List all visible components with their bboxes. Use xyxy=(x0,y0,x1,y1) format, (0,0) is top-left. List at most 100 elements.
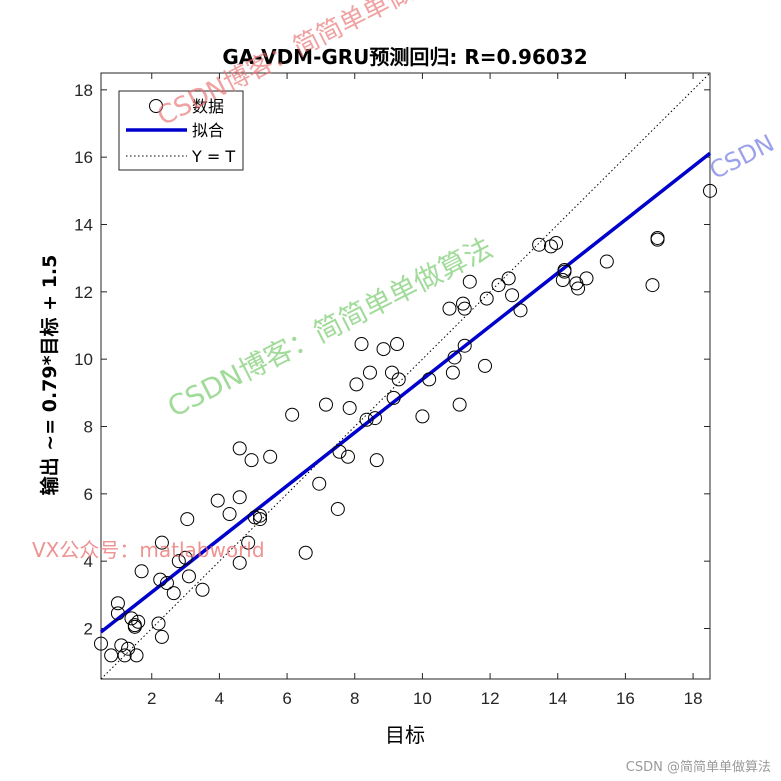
y-tick-label: 6 xyxy=(84,485,93,504)
data-point xyxy=(571,281,586,296)
data-point xyxy=(452,397,467,412)
data-point xyxy=(104,648,119,663)
data-point xyxy=(478,358,493,373)
data-point xyxy=(127,619,142,634)
data-point xyxy=(391,372,406,387)
legend-label: Y = T xyxy=(191,147,235,166)
lines-group xyxy=(99,72,712,680)
data-point xyxy=(129,648,144,663)
data-point xyxy=(415,409,430,424)
data-point xyxy=(263,449,278,464)
data-point xyxy=(195,582,210,597)
data-point xyxy=(151,616,166,631)
data-point xyxy=(178,550,193,565)
data-point xyxy=(650,230,665,245)
x-tick-label: 8 xyxy=(350,689,359,708)
x-tick-label: 14 xyxy=(548,689,567,708)
data-point xyxy=(354,337,369,352)
data-point xyxy=(579,271,594,286)
data-point xyxy=(253,512,268,527)
data-point xyxy=(117,648,132,663)
x-tick-label: 6 xyxy=(282,689,291,708)
data-point xyxy=(330,501,345,516)
data-point xyxy=(134,564,149,579)
data-point xyxy=(549,236,564,251)
legend-marker-data xyxy=(149,99,163,113)
data-point xyxy=(384,365,399,380)
legend-label: 数据 xyxy=(192,97,224,116)
data-point xyxy=(342,400,357,415)
x-tick-label: 16 xyxy=(616,689,635,708)
data-point xyxy=(110,606,125,621)
x-tick-label: 2 xyxy=(147,689,156,708)
y-tick-label: 10 xyxy=(74,350,93,369)
data-point xyxy=(232,555,247,570)
data-point xyxy=(368,411,383,426)
data-point xyxy=(445,365,460,380)
data-point xyxy=(241,535,256,550)
data-point xyxy=(369,453,384,468)
data-point xyxy=(285,407,300,422)
data-point xyxy=(505,288,520,303)
data-point xyxy=(479,291,494,306)
data-points-group xyxy=(94,183,717,663)
footer-credit: CSDN @简简单单做算法 xyxy=(625,760,771,775)
x-tick-label: 4 xyxy=(215,689,224,708)
data-point xyxy=(349,377,364,392)
data-point xyxy=(131,614,146,629)
data-point xyxy=(180,512,195,527)
data-point xyxy=(390,337,405,352)
legend-label: 拟合 xyxy=(192,121,224,140)
data-point xyxy=(457,338,472,353)
fit-line xyxy=(99,151,712,634)
data-point xyxy=(114,638,129,653)
data-point xyxy=(312,476,327,491)
data-point xyxy=(318,397,333,412)
data-point xyxy=(222,507,237,522)
data-point xyxy=(532,237,547,252)
data-point xyxy=(332,444,347,459)
x-tick-label: 10 xyxy=(413,689,432,708)
chart-title: GA-VDM-GRU预测回归: R=0.96032 xyxy=(222,45,587,69)
data-point xyxy=(153,572,168,587)
data-point xyxy=(232,490,247,505)
data-point xyxy=(154,535,169,550)
data-point xyxy=(154,629,169,644)
data-point xyxy=(362,365,377,380)
data-point xyxy=(94,636,108,651)
data-point xyxy=(359,412,374,427)
data-point xyxy=(253,508,268,523)
y-tick-label: 8 xyxy=(84,418,93,437)
data-point xyxy=(645,278,660,293)
x-axis-label: 目标 xyxy=(385,723,425,747)
data-point xyxy=(557,264,572,279)
data-point xyxy=(543,239,558,254)
data-point xyxy=(159,576,174,591)
data-point xyxy=(171,554,186,569)
data-point xyxy=(210,493,225,508)
data-point xyxy=(447,350,462,365)
data-point xyxy=(166,586,181,601)
y-tick-label: 12 xyxy=(74,283,93,302)
y-axis-label: 输出 ~= 0.79*目标 + 1.5 xyxy=(38,255,61,496)
y-tick-label: 14 xyxy=(74,216,93,235)
data-point xyxy=(376,342,391,357)
y-tick-label: 4 xyxy=(84,552,93,571)
data-point xyxy=(555,273,570,288)
axes-group: 2 4 6 8 10 12 14 16 18 2 4 6 8 10 12 14 16 18 xyxy=(74,72,711,708)
data-point xyxy=(457,301,472,316)
data-point xyxy=(703,183,717,198)
data-point xyxy=(462,274,477,289)
x-tick-label: 18 xyxy=(684,689,703,708)
data-point xyxy=(244,453,259,468)
data-point xyxy=(501,271,516,286)
x-tick-label: 12 xyxy=(481,689,500,708)
data-point xyxy=(124,611,139,626)
data-point xyxy=(422,372,437,387)
y-tick-label: 2 xyxy=(84,620,93,639)
y-tick-label: 16 xyxy=(74,148,93,167)
data-point xyxy=(442,301,457,316)
data-point xyxy=(232,441,247,456)
data-point xyxy=(181,569,196,584)
